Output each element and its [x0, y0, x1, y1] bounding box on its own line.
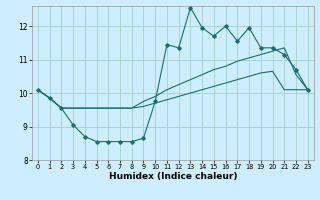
X-axis label: Humidex (Indice chaleur): Humidex (Indice chaleur): [108, 172, 237, 181]
